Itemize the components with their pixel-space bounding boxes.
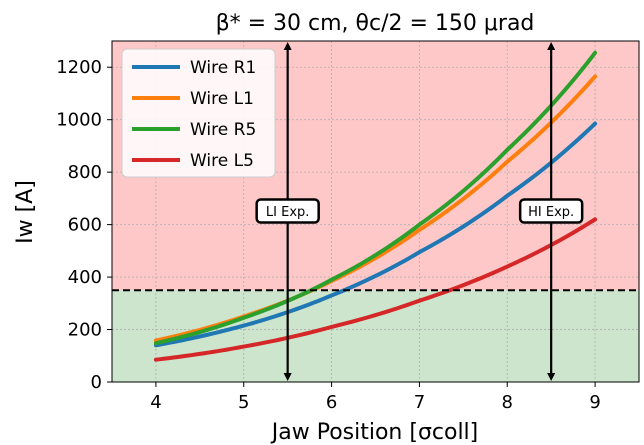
legend-label-wire-r1: Wire R1	[190, 58, 256, 78]
y-tick-label: 800	[68, 162, 102, 183]
annotation-box-li-exp	[255, 198, 320, 224]
x-tick-label: 6	[326, 392, 337, 413]
annotation-label-hi-exp: HI Exp.	[528, 205, 574, 220]
series-line-wire-l5	[153, 217, 598, 362]
legend-label-wire-l1: Wire L1	[190, 89, 254, 109]
x-axis-ticks: 4 5 6 7 8 9	[150, 382, 601, 413]
annotation-box-hi-exp	[518, 198, 584, 224]
y-axis-label: Iw [A]	[13, 180, 38, 244]
y-tick-label: 600	[68, 215, 102, 236]
y-tick-label: 1200	[56, 57, 102, 78]
annotations: LI Exp. HI Exp.	[255, 42, 584, 381]
x-tick-label: 8	[502, 392, 513, 413]
series-lines	[153, 50, 598, 362]
y-tick-label: 200	[68, 320, 102, 341]
series-line-wire-r5	[153, 50, 598, 346]
x-tick-label: 7	[414, 392, 425, 413]
chart-title: β* = 30 cm, θc/2 = 150 μrad	[216, 11, 535, 36]
y-tick-label: 400	[68, 267, 102, 288]
y-tick-label: 1000	[56, 110, 102, 131]
legend-label-wire-l5: Wire L5	[190, 151, 254, 171]
y-tick-label: 0	[91, 372, 102, 393]
series-line-wire-r1	[153, 121, 598, 348]
x-tick-label: 9	[589, 392, 600, 413]
legend-box	[121, 48, 276, 178]
annotation-label-li-exp: LI Exp.	[266, 205, 310, 220]
legend: Wire R1 Wire L1 Wire R5 Wire L5	[121, 48, 276, 178]
x-tick-label: 5	[238, 392, 249, 413]
plot-frame	[111, 40, 640, 383]
plot-area: LI Exp. HI Exp.	[112, 41, 639, 382]
legend-label-wire-r5: Wire R5	[190, 120, 256, 140]
x-axis-label: Jaw Position [σcoll]	[270, 420, 479, 445]
y-axis-ticks: 0 200 400 600 800 1000 1200	[56, 57, 112, 393]
x-tick-label: 4	[150, 392, 161, 413]
